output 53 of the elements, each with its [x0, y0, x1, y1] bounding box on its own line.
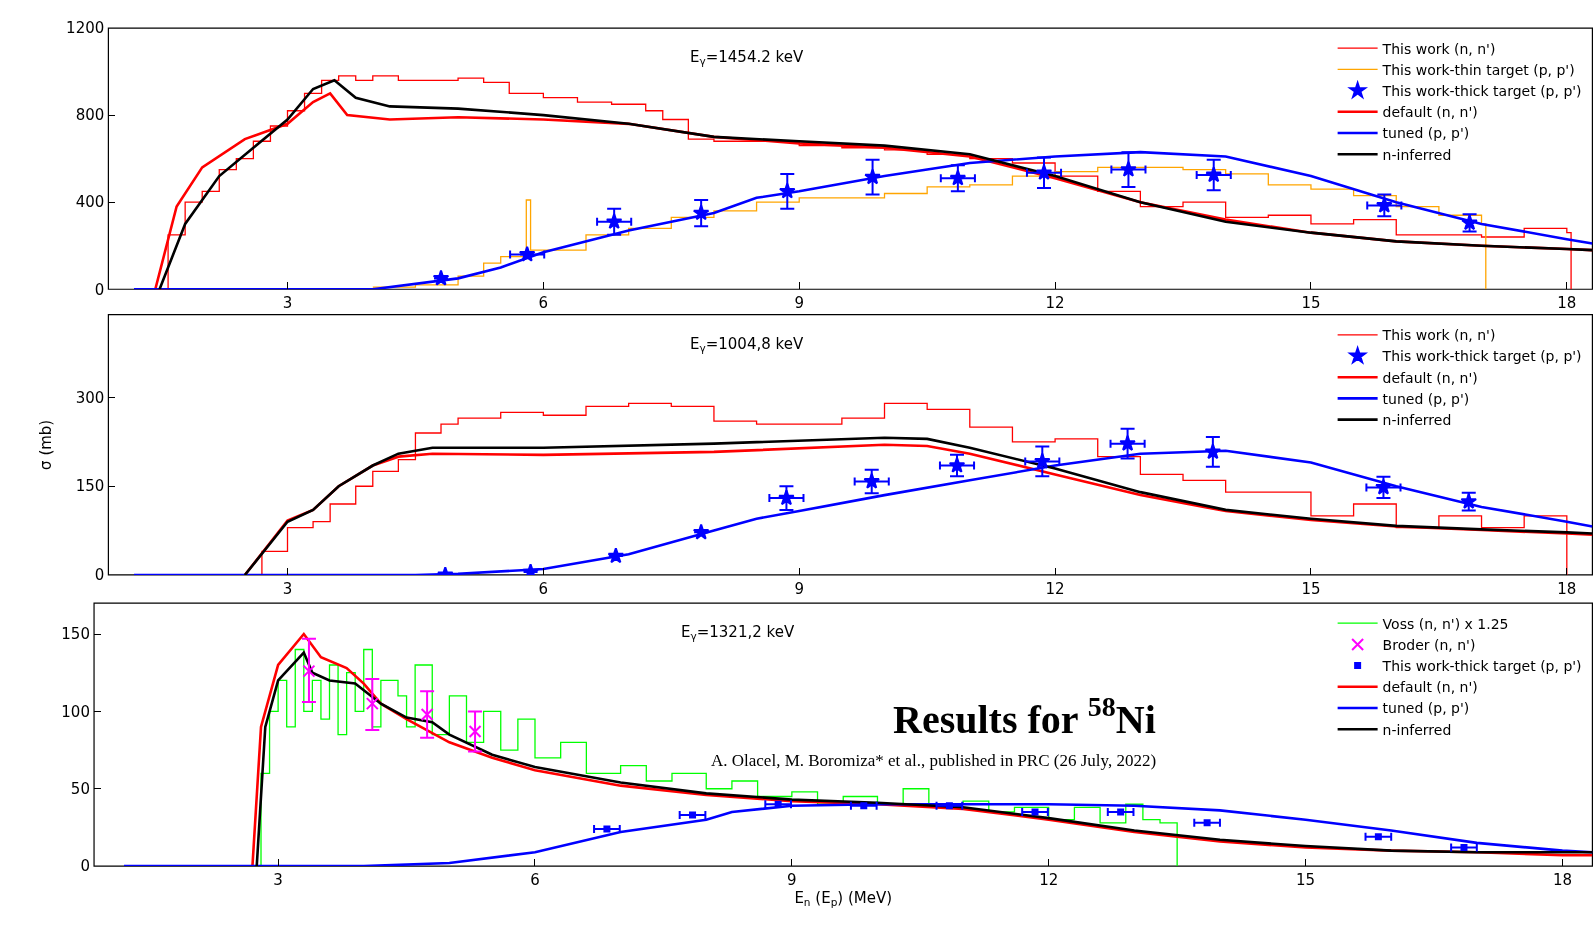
y-tick-label: 800 [75, 106, 105, 125]
y-tick-label: 100 [61, 702, 90, 721]
x-tick-label: 9 [794, 580, 804, 599]
x-tick-label: 18 [1552, 871, 1572, 890]
annotation: E$_{γ}$=1004,8 keV [690, 335, 804, 355]
legend-label: tuned (p, p') [1382, 390, 1470, 407]
x-tick-label: 12 [1045, 294, 1065, 313]
y-tick-label: 150 [61, 625, 90, 644]
legend-label: n-inferred [1382, 146, 1452, 163]
x-tick-label: 9 [787, 871, 797, 890]
legend-label: This work-thick target (p, p') [1381, 348, 1582, 365]
legend-label: n-inferred [1382, 721, 1452, 738]
y-tick-label: 400 [75, 193, 105, 212]
y-axis-title: σ (mb) [36, 419, 55, 470]
legend-label: n-inferred [1382, 412, 1452, 429]
legend-label: Broder (n, n') [1382, 636, 1476, 653]
x-tick-label: 15 [1301, 294, 1321, 313]
legend-label: This work (n, n') [1381, 327, 1496, 344]
x-tick-label: 18 [1557, 294, 1577, 313]
x-tick-label: 6 [538, 294, 549, 313]
legend-label: default (n, n') [1382, 369, 1478, 386]
annotation: A. Olacel, M. Boromiza* et al., published in PRC (26 July, 2022) [711, 751, 1157, 770]
legend-label: This work-thick target (p, p') [1381, 83, 1582, 100]
y-tick-label: 50 [70, 780, 90, 799]
x-tick-label: 15 [1301, 580, 1321, 599]
x-axis-title: E$_{n}$ (E$_{p}$) (MeV) [794, 889, 893, 909]
y-tick-label: 0 [94, 566, 105, 585]
x-tick-label: 6 [530, 871, 540, 890]
x-tick-label: 18 [1557, 580, 1577, 599]
legend-label: This work-thick target (p, p') [1381, 658, 1582, 675]
legend-label: default (n, n') [1382, 679, 1478, 696]
y-tick-label: 150 [75, 477, 105, 496]
legend-label: Voss (n, n') x 1.25 [1382, 615, 1509, 632]
x-tick-label: 12 [1045, 580, 1065, 599]
x-tick-label: 9 [794, 294, 804, 313]
x-tick-label: 3 [273, 871, 283, 890]
legend-label: default (n, n') [1382, 104, 1478, 121]
legend-label: tuned (p, p') [1382, 700, 1470, 717]
y-tick-label: 0 [80, 857, 90, 876]
y-tick-label: 0 [94, 280, 105, 299]
y-tick-label: 300 [75, 388, 105, 407]
y-tick-label: 1200 [66, 19, 105, 38]
legend-label: This work (n, n') [1381, 40, 1496, 57]
x-tick-label: 12 [1039, 871, 1059, 890]
x-tick-label: 15 [1296, 871, 1316, 890]
annotation: E$_{γ}$=1321,2 keV [681, 623, 795, 643]
annotation: E$_{γ}$=1454.2 keV [690, 48, 804, 68]
legend-label: This work-thin target (p, p') [1381, 61, 1575, 78]
x-tick-label: 3 [282, 580, 293, 599]
x-tick-label: 3 [282, 294, 293, 313]
annotation: Results for $^{58}$Ni [893, 691, 1156, 742]
legend-label: tuned (p, p') [1382, 125, 1470, 142]
x-tick-label: 6 [538, 580, 549, 599]
